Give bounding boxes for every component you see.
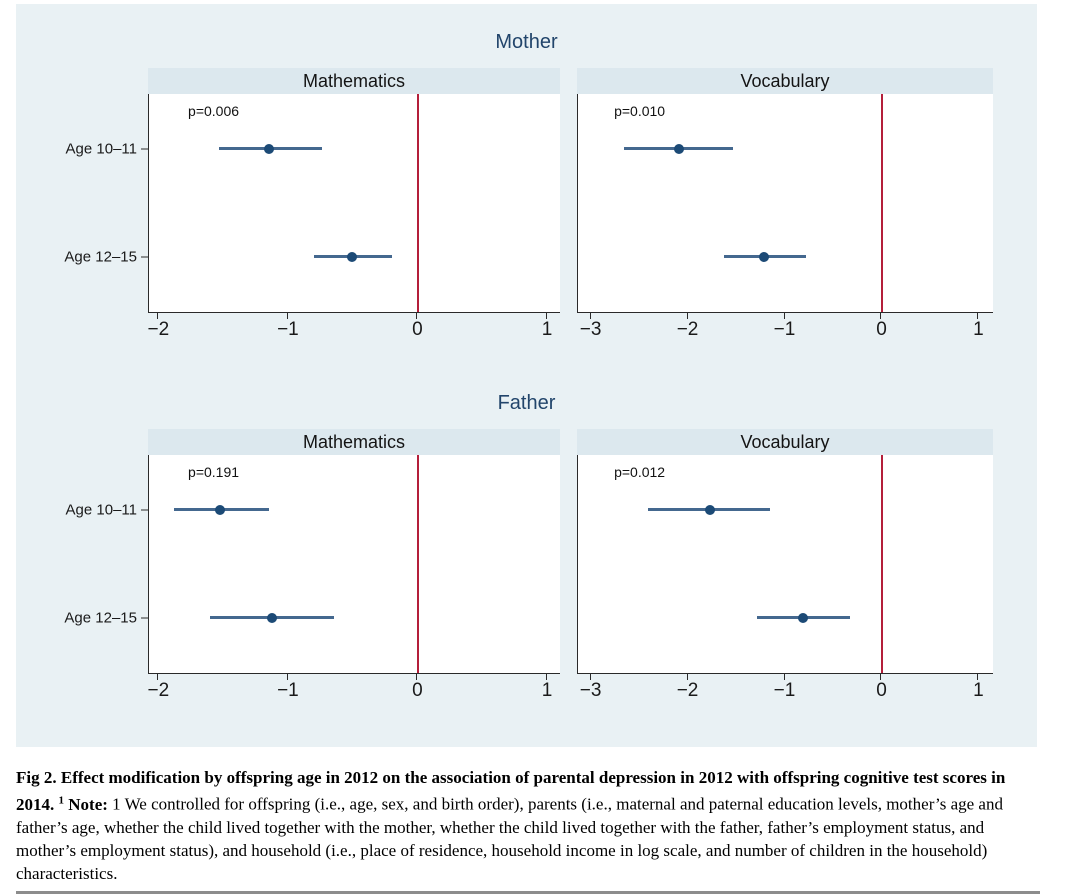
- x-tick-mark: [546, 313, 548, 319]
- estimate-dot: [264, 143, 275, 154]
- x-tick-mark: [686, 313, 688, 319]
- x-tick-label: 1: [541, 680, 553, 701]
- plot-area: p=0.191: [148, 455, 560, 674]
- caption-note-label: Note:: [68, 794, 108, 814]
- x-tick-label: 0: [876, 680, 887, 701]
- estimate-dot: [346, 252, 357, 263]
- category-row-age-10-11: Age 10–11: [66, 140, 148, 157]
- y-tick-mark: [141, 148, 148, 150]
- x-tick-mark: [686, 674, 688, 680]
- caption-title: Fig 2. Effect modification by offspring …: [16, 768, 1006, 814]
- estimate-dot: [215, 504, 226, 515]
- x-tick-mark: [783, 313, 785, 319]
- x-tick-mark: [880, 674, 882, 680]
- x-tick-label: −1: [277, 680, 299, 701]
- group-title-mother: Mother: [495, 31, 558, 53]
- x-axis: −3 −2 −1 0 1: [577, 674, 993, 704]
- plot-area: p=0.006: [148, 94, 560, 313]
- plot-area: p=0.012: [577, 455, 993, 674]
- x-tick-label: −1: [277, 319, 299, 340]
- group-title-father: Father: [497, 392, 556, 414]
- panel-header-mathematics: Mathematics: [148, 68, 560, 94]
- x-axis: −2 −1 0 1: [148, 674, 560, 704]
- estimate-dot: [798, 613, 809, 624]
- caption-footnote-marker: 1: [58, 794, 65, 806]
- x-tick-label: 0: [876, 319, 887, 340]
- p-value-label: p=0.010: [614, 103, 666, 119]
- x-tick-mark: [783, 674, 785, 680]
- x-tick-mark: [546, 674, 548, 680]
- x-tick-mark: [286, 674, 288, 680]
- x-tick-label: 1: [973, 319, 984, 340]
- figure-caption: Fig 2. Effect modification by offspring …: [16, 766, 1024, 885]
- x-tick-label: 1: [973, 680, 984, 701]
- y-axis-label-column: Age 10–11 Age 12–15: [16, 68, 148, 312]
- x-tick-mark: [977, 313, 979, 319]
- panel-header-vocabulary: Vocabulary: [577, 429, 993, 455]
- x-tick-mark: [416, 674, 418, 680]
- x-tick-label: −3: [579, 680, 602, 701]
- panel-father-vocabulary: Vocabulary p=0.012 −3 −2 −1 0 1: [577, 429, 993, 704]
- y-tick-mark: [141, 256, 148, 258]
- x-tick-label: 0: [412, 680, 423, 701]
- x-tick-label: −1: [773, 319, 796, 340]
- caption-note-text: 1 We controlled for offspring (i.e., age…: [16, 794, 1003, 883]
- estimate-dot: [266, 613, 277, 624]
- x-tick-mark: [880, 313, 882, 319]
- x-axis: −2 −1 0 1: [148, 313, 560, 343]
- panel-father-mathematics: Mathematics p=0.191 −2 −1 0 1: [148, 429, 560, 704]
- estimate-dot: [704, 504, 715, 515]
- zero-reference-line: [416, 455, 419, 673]
- zero-reference-line: [416, 94, 419, 312]
- y-tick-mark: [141, 617, 148, 619]
- group-body-father: Age 10–11 Age 12–15 Mathematics p=0.191 …: [16, 429, 1037, 704]
- x-tick-label: −2: [676, 680, 699, 701]
- x-tick-label: −2: [147, 319, 170, 340]
- x-tick-label: −1: [773, 680, 796, 701]
- category-row-age-12-15: Age 12–15: [64, 249, 148, 266]
- category-row-age-12-15: Age 12–15: [64, 610, 148, 627]
- y-tick-mark: [141, 509, 148, 511]
- category-label-age-12-15: Age 12–15: [64, 609, 137, 627]
- estimate-dot: [758, 252, 769, 263]
- figure-2-graph-region: Mother Age 10–11 Age 12–15 Mathematics p…: [16, 4, 1037, 747]
- group-body-mother: Age 10–11 Age 12–15 Mathematics p=0.006 …: [16, 68, 1037, 343]
- x-tick-label: −2: [676, 319, 699, 340]
- category-label-age-12-15: Age 12–15: [64, 248, 137, 266]
- panel-mother-vocabulary: Vocabulary p=0.010 −3 −2 −1 0 1: [577, 68, 993, 343]
- x-tick-label: −2: [147, 680, 170, 701]
- estimate-dot: [673, 143, 684, 154]
- x-tick-mark: [589, 674, 591, 680]
- panel-group-mother: Mother Age 10–11 Age 12–15 Mathematics p…: [16, 30, 1037, 343]
- category-label-age-10-11: Age 10–11: [65, 140, 137, 158]
- x-tick-mark: [977, 674, 979, 680]
- panel-header-vocabulary: Vocabulary: [577, 68, 993, 94]
- category-row-age-10-11: Age 10–11: [66, 501, 148, 518]
- zero-reference-line: [880, 455, 883, 673]
- panel-mother-mathematics: Mathematics p=0.006 −2 −1 0 1: [148, 68, 560, 343]
- x-tick-label: −3: [579, 319, 602, 340]
- x-tick-mark: [157, 313, 159, 319]
- y-axis-label-column: Age 10–11 Age 12–15: [16, 429, 148, 673]
- zero-reference-line: [880, 94, 883, 312]
- panel-group-father: Father Age 10–11 Age 12–15 Mathematics p…: [16, 391, 1037, 704]
- p-value-label: p=0.012: [614, 464, 666, 480]
- x-tick-mark: [589, 313, 591, 319]
- plot-area: p=0.010: [577, 94, 993, 313]
- p-value-label: p=0.191: [188, 464, 240, 480]
- x-tick-label: 0: [412, 319, 423, 340]
- category-label-age-10-11: Age 10–11: [65, 501, 137, 519]
- x-tick-mark: [286, 313, 288, 319]
- x-axis: −3 −2 −1 0 1: [577, 313, 993, 343]
- x-tick-label: 1: [541, 319, 553, 340]
- panel-header-mathematics: Mathematics: [148, 429, 560, 455]
- p-value-label: p=0.006: [188, 103, 240, 119]
- x-tick-mark: [157, 674, 159, 680]
- x-tick-mark: [416, 313, 418, 319]
- caption-bottom-rule: [16, 890, 1040, 894]
